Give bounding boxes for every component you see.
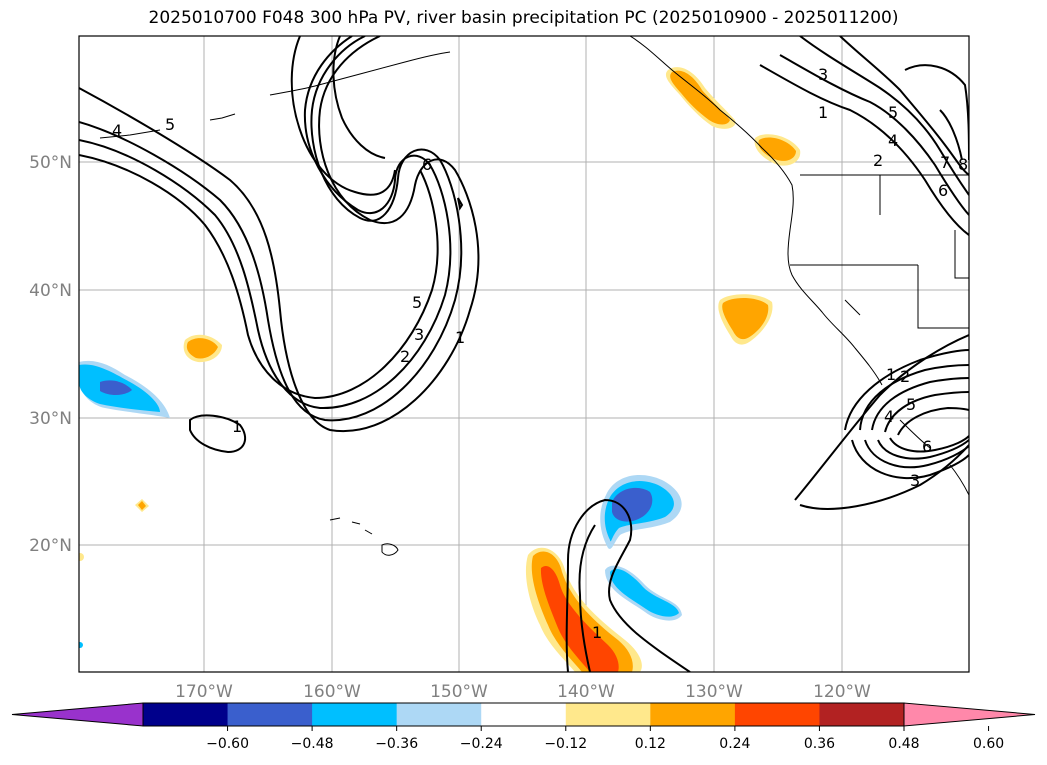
colorbar-swatch — [396, 703, 482, 726]
colorbar-swatch — [312, 703, 398, 726]
contour-label: 6 — [938, 181, 948, 200]
colorbar-tick-label: 0.48 — [888, 736, 919, 752]
contour-label: 1 — [455, 328, 465, 347]
colorbar-swatch — [481, 703, 567, 726]
contour-label: 2 — [873, 151, 883, 170]
colorbar-tick-label: −0.24 — [460, 736, 503, 752]
colorbar-swatch — [819, 703, 905, 726]
colorbar-swatch — [227, 703, 313, 726]
colorbar-frame — [142, 702, 905, 727]
lon-label: 140°W — [557, 682, 615, 702]
contour-label: 3 — [910, 471, 920, 490]
lon-label: 120°W — [813, 682, 871, 702]
colorbar-tick-label: 0.24 — [719, 736, 750, 752]
longitude-labels: 170°W 160°W 150°W 140°W 130°W 120°W — [175, 682, 871, 702]
precip-shading — [79, 67, 801, 672]
lon-label: 150°W — [430, 682, 488, 702]
contour-label: 1 — [592, 623, 602, 642]
colorbar-extend-low — [11, 702, 144, 727]
contour-label: 1 — [818, 103, 828, 122]
colorbar-tick-label: 0.60 — [973, 736, 1004, 752]
lat-label: 20°N — [29, 536, 72, 556]
contour-label: 3 — [818, 65, 828, 84]
contour-label: 8 — [958, 155, 968, 174]
contour-label: 4 — [112, 121, 122, 140]
colorbar-swatch — [565, 703, 651, 726]
contour-label: 2 — [900, 367, 910, 386]
contour-label: 3 — [414, 325, 424, 344]
contour-label: 5 — [906, 395, 916, 414]
contour-label: 1 — [232, 417, 242, 436]
contour-label: 6 — [922, 437, 932, 456]
colorbar-tick-label: −0.48 — [291, 736, 334, 752]
colorbar-tick-label: −0.36 — [375, 736, 418, 752]
colorbar-tick-label: −0.12 — [544, 736, 587, 752]
contour-label: 5 — [888, 103, 898, 122]
graticule — [79, 36, 969, 672]
contour-label: 5 — [165, 115, 175, 134]
contour-label: 2 — [400, 347, 410, 366]
pv-contours — [79, 36, 969, 672]
plot-frame — [78, 35, 970, 673]
lon-label: 160°W — [303, 682, 361, 702]
contour-label: 6 — [422, 155, 432, 174]
colorbar-tick-label: 0.12 — [635, 736, 666, 752]
lat-label: 50°N — [29, 153, 72, 173]
colorbar-tick-label: −0.60 — [206, 736, 249, 752]
map-title: 2025010700 F048 300 hPa PV, river basin … — [148, 8, 899, 28]
lon-label: 130°W — [685, 682, 743, 702]
contour-labels: 4 5 6 5 3 2 1 1 3 1 5 4 2 7 6 8 1 2 5 4 … — [112, 65, 968, 642]
map-plot-area: 4 5 6 5 3 2 1 1 3 1 5 4 2 7 6 8 1 2 5 4 … — [79, 36, 969, 672]
contour-label: 4 — [888, 131, 898, 150]
lon-label: 170°W — [175, 682, 233, 702]
contour-label: 7 — [940, 153, 950, 172]
lat-label: 40°N — [29, 281, 72, 301]
colorbar: −0.60 −0.48 −0.36 −0.24 −0.12 0.12 0.24 0.36 0.4… — [11, 702, 1036, 752]
lat-label: 30°N — [29, 409, 72, 429]
coastlines — [99, 36, 969, 556]
contour-label: 5 — [412, 293, 422, 312]
contour-label: 4 — [884, 407, 894, 426]
contour-label: 1 — [886, 365, 896, 384]
colorbar-swatch — [143, 703, 229, 726]
colorbar-swatch — [734, 703, 820, 726]
colorbar-extend-high — [903, 702, 1036, 727]
latitude-labels: 50°N 40°N 30°N 20°N — [29, 153, 72, 556]
colorbar-swatch — [650, 703, 736, 726]
colorbar-tick-label: 0.36 — [804, 736, 835, 752]
